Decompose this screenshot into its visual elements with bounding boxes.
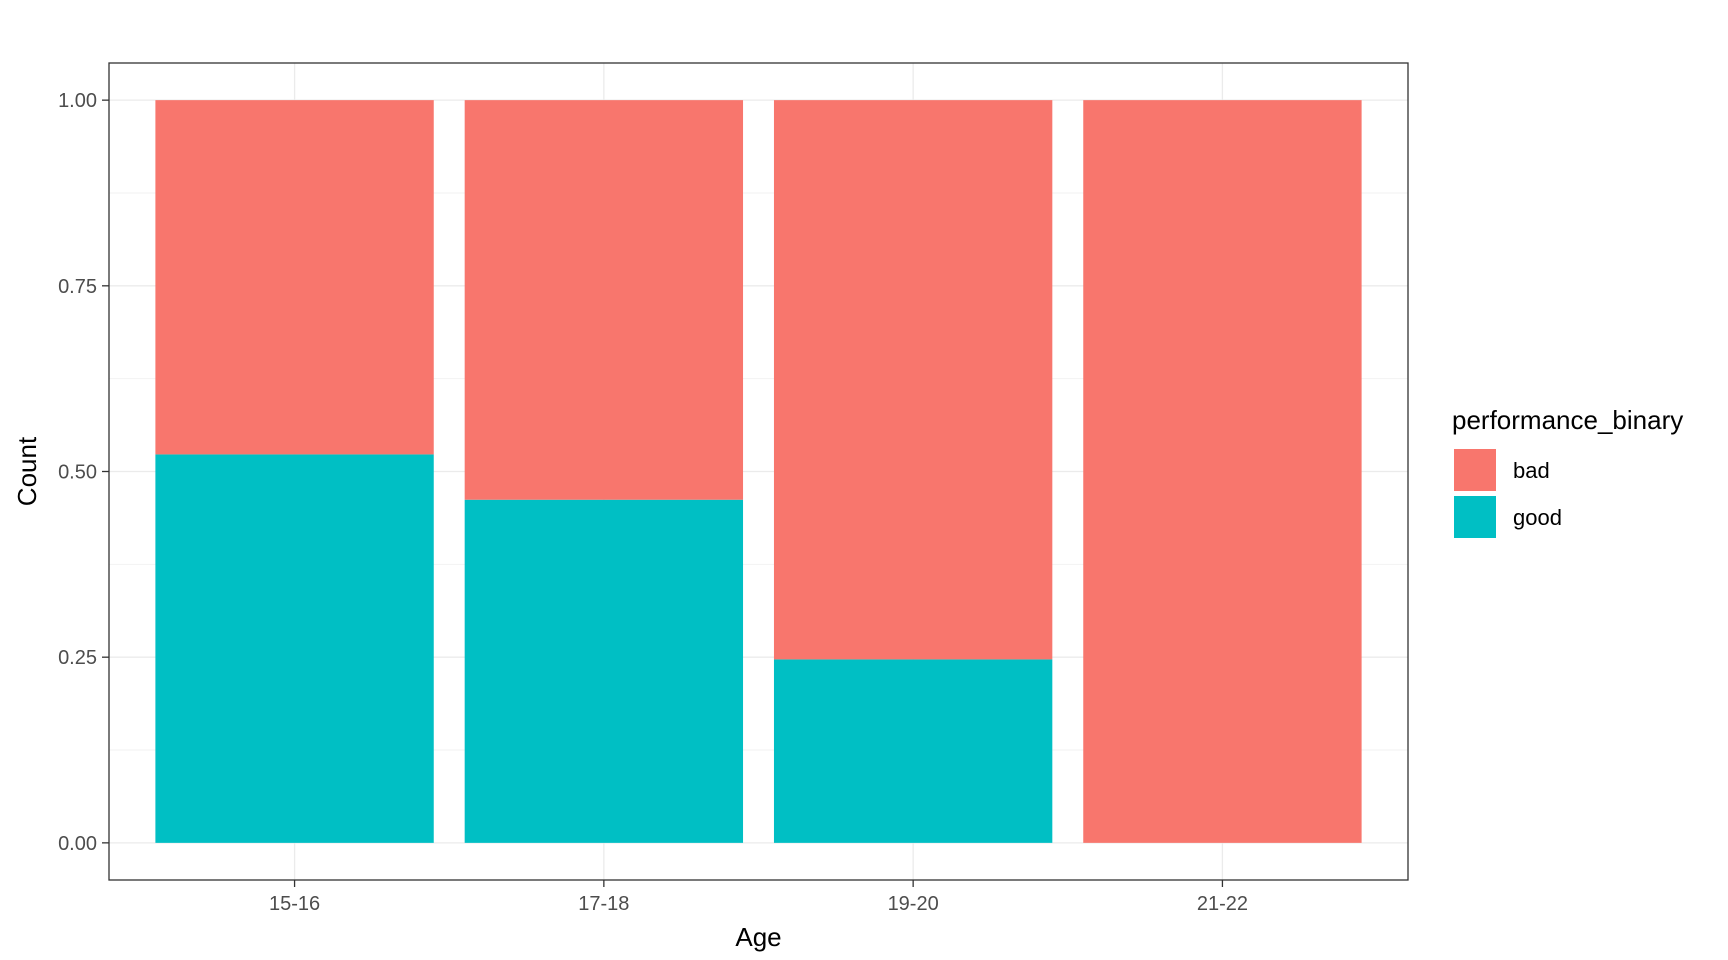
x-tick-label: 21-22 <box>1197 893 1248 915</box>
legend: performance_binary bad good <box>1452 405 1683 538</box>
y-tick-label: 1.00 <box>58 90 97 112</box>
x-tick-label: 15-16 <box>269 893 320 915</box>
x-tick-label: 17-18 <box>578 893 629 915</box>
bar-bad-19-20 <box>773 100 1053 660</box>
bar-good-17-18 <box>464 499 744 843</box>
y-axis-title: Count <box>12 436 42 506</box>
legend-entries: bad good <box>1454 449 1562 538</box>
y-tick-label: 0.00 <box>58 833 97 855</box>
bars-layer <box>155 100 1362 843</box>
bar-bad-15-16 <box>155 100 434 455</box>
bar-bad-21-22 <box>1083 100 1362 843</box>
y-tick-label: 0.25 <box>58 647 97 669</box>
y-tick-label: 0.75 <box>58 276 97 298</box>
legend-key-good <box>1454 496 1496 538</box>
y-tick-label: 0.50 <box>58 462 97 484</box>
legend-key-bad <box>1454 449 1496 491</box>
x-tick-label: 19-20 <box>888 893 939 915</box>
legend-label-bad: bad <box>1513 458 1550 483</box>
bar-good-19-20 <box>773 659 1053 843</box>
legend-title: performance_binary <box>1452 405 1683 435</box>
bar-bad-17-18 <box>464 100 744 500</box>
x-axis-title: Age <box>735 922 781 952</box>
bar-good-15-16 <box>155 454 434 843</box>
legend-label-good: good <box>1513 505 1562 530</box>
axis-layer: 0.00 0.25 0.50 0.75 1.00 15-16 17-18 19-20 21-22 <box>58 90 1248 915</box>
